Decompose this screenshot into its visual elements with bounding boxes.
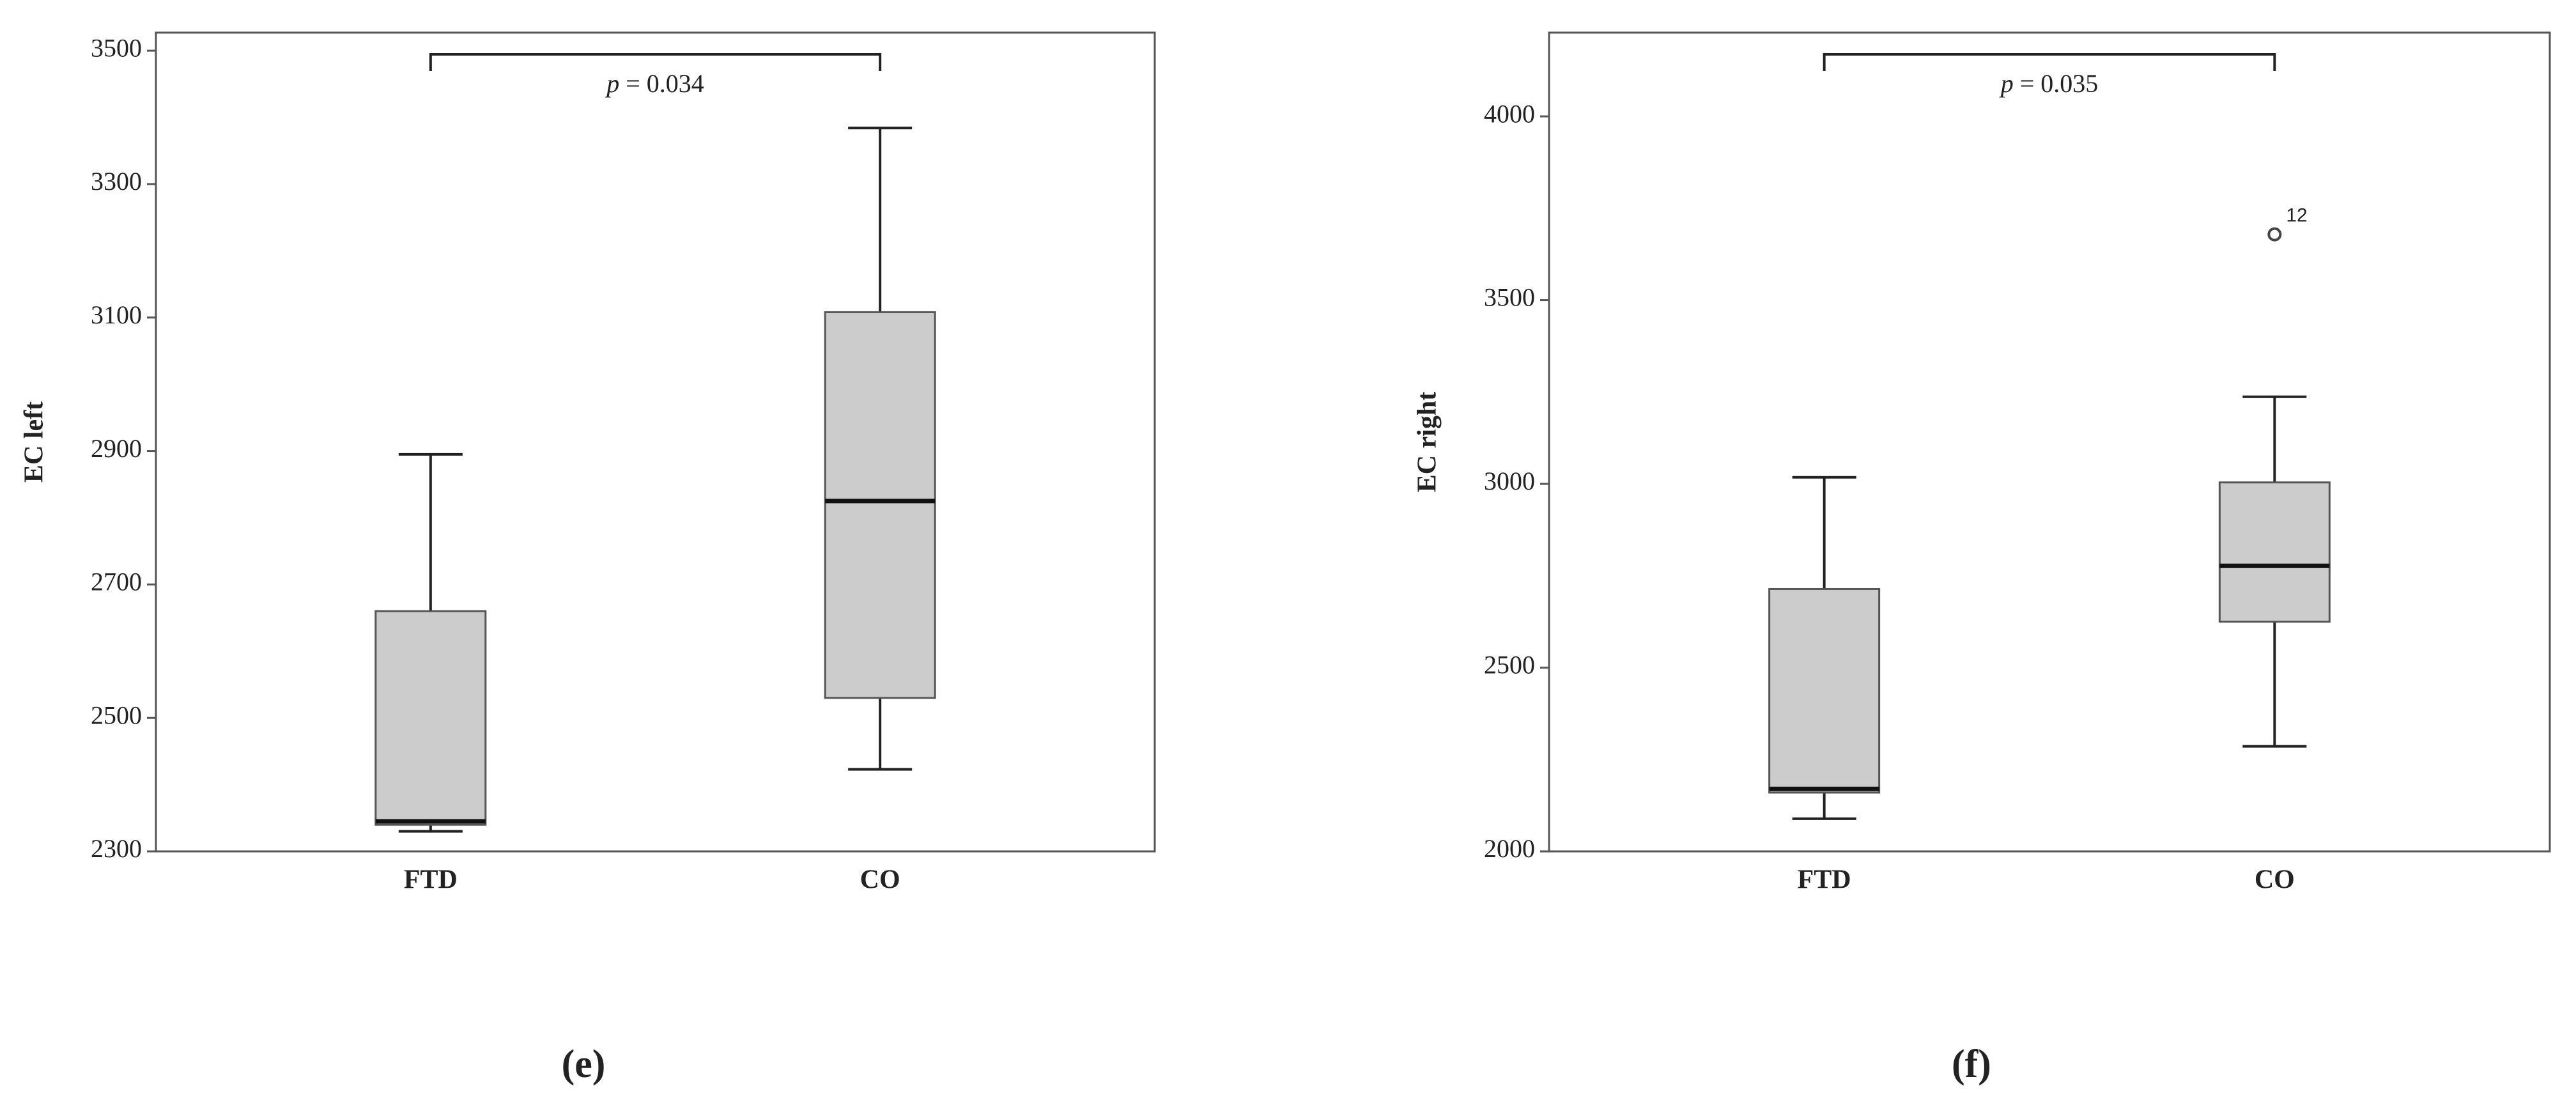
y-tick-label: 2500 <box>91 701 142 729</box>
y-axis-label: EC left <box>20 401 49 483</box>
y-tick-label: 2900 <box>91 434 142 463</box>
x-tick-label: FTD <box>1798 865 1851 895</box>
significance-bracket <box>1823 53 2276 71</box>
panel-label: (e) <box>562 1042 606 1086</box>
y-tick-label: 3500 <box>1484 283 1535 312</box>
y-tick-label: 4000 <box>1484 99 1535 128</box>
y-axis-label: EC right <box>1413 392 1442 493</box>
y-tick-label: 2500 <box>1484 651 1535 679</box>
y-tick-label: 3500 <box>91 33 142 62</box>
box <box>824 311 936 699</box>
annotation-value: = 0.034 <box>626 69 704 98</box>
y-tick-label: 2300 <box>91 834 142 863</box>
x-tick-label: CO <box>860 865 900 895</box>
outlier-label: 12 <box>2286 205 2307 226</box>
y-tick-label: 2000 <box>1484 834 1535 863</box>
annotation-value: = 0.035 <box>2020 69 2099 98</box>
y-tick-label: 3300 <box>91 167 142 196</box>
box <box>374 610 487 826</box>
y-tick-label: 3100 <box>91 300 142 329</box>
x-tick-label: FTD <box>404 865 458 895</box>
y-tick-label: 2700 <box>91 568 142 596</box>
plot-frame <box>155 31 1156 853</box>
box <box>2218 481 2331 623</box>
annotation: p = 0.034 <box>605 69 704 98</box>
panel-label: (f) <box>1952 1042 1991 1086</box>
box <box>1768 587 1881 794</box>
y-tick-label: 3000 <box>1484 467 1535 495</box>
significance-bracket <box>429 53 882 71</box>
x-tick-label: CO <box>2255 865 2295 895</box>
annotation-symbol: p <box>605 69 619 98</box>
plot-frame <box>1548 31 2551 853</box>
annotation-symbol: p <box>1999 69 2014 98</box>
annotation: p = 0.035 <box>1999 69 2099 98</box>
outlier <box>2267 227 2282 242</box>
